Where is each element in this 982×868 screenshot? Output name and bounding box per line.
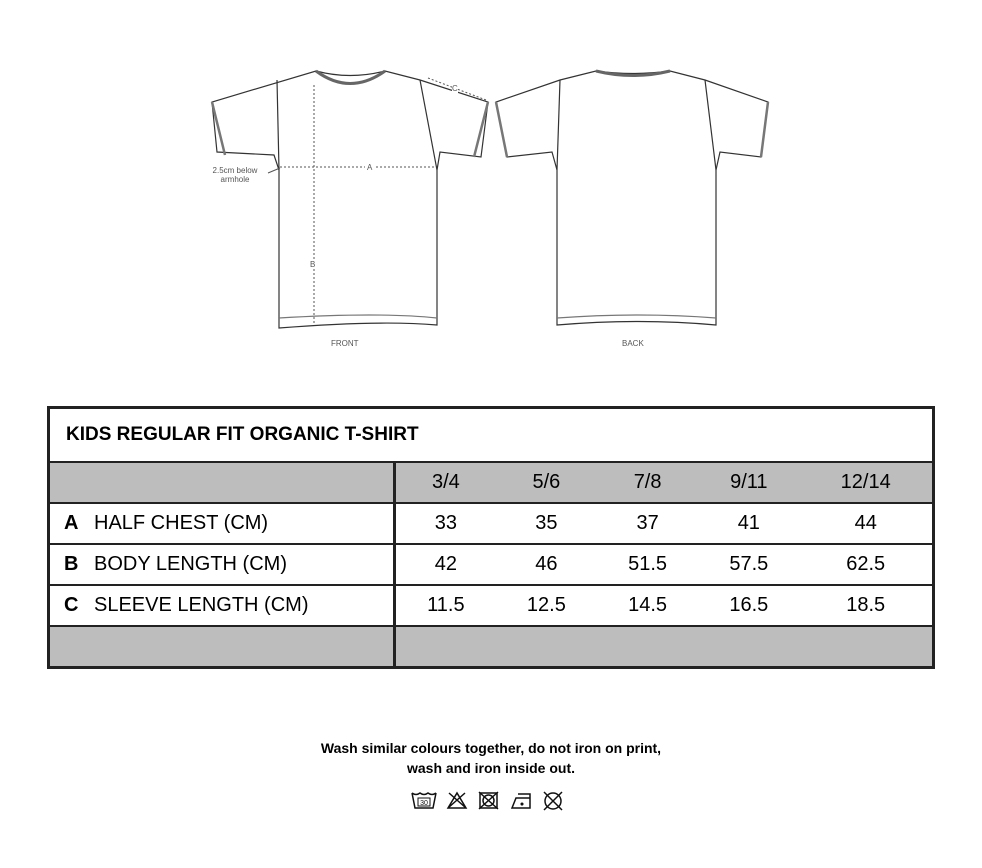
do-not-tumble-dry-icon: [478, 791, 499, 810]
marker-a: A: [365, 163, 375, 172]
measurement-lines: [267, 77, 487, 323]
back-shirt: [494, 69, 770, 326]
cell: 11.5: [394, 584, 496, 627]
tshirt-diagram: [210, 69, 770, 329]
cell: 16.5: [698, 584, 800, 627]
cell: 41: [698, 502, 800, 545]
marker-b: B: [310, 260, 316, 269]
care-instructions: Wash similar colours together, do not ir…: [0, 738, 982, 778]
row-letter: A: [64, 512, 79, 534]
care-line-1: Wash similar colours together, do not ir…: [320, 740, 662, 756]
cell: 14.5: [596, 584, 699, 627]
cell: 44: [799, 502, 934, 545]
size-header: 9/11: [698, 461, 800, 504]
cell: 35: [495, 502, 597, 545]
size-header: 3/4: [394, 461, 496, 504]
cell: 57.5: [698, 543, 800, 586]
size-header: 5/6: [495, 461, 597, 504]
row-label: HALF CHEST (CM): [94, 512, 269, 534]
front-shirt: [210, 69, 490, 329]
row-letter: B: [64, 553, 79, 575]
row-label: BODY LENGTH (CM): [94, 553, 287, 575]
cell: 33: [394, 502, 496, 545]
table-row: C SLEEVE LENGTH (CM) 11.5 12.5 14.5 16.5 …: [47, 584, 934, 627]
table-row: B BODY LENGTH (CM) 42 46 51.5 57.5 62.5: [47, 543, 934, 586]
armhole-note: 2.5cm below armhole: [212, 166, 258, 184]
size-header: 12/14: [799, 461, 936, 504]
table-title: KIDS REGULAR FIT ORGANIC T-SHIRT: [47, 406, 935, 463]
size-chart-table: KIDS REGULAR FIT ORGANIC T-SHIRT 3/4 5/6…: [47, 406, 936, 669]
marker-c: C: [452, 84, 458, 93]
do-not-dry-clean-icon: [543, 791, 563, 811]
cell: 12.5: [495, 584, 597, 627]
care-line-2: wash and iron inside out.: [406, 760, 575, 776]
cell: 37: [596, 502, 699, 545]
table-row: A HALF CHEST (CM) 33 35 37 41 44: [47, 502, 934, 545]
care-icons: 30: [411, 791, 563, 811]
cell: 18.5: [799, 584, 934, 627]
cell: 62.5: [799, 543, 934, 586]
size-header-row: 3/4 5/6 7/8 9/11 12/14: [47, 461, 936, 504]
row-label: SLEEVE LENGTH (CM): [94, 594, 309, 616]
back-label: BACK: [622, 339, 644, 348]
row-letter: C: [64, 594, 79, 616]
cell: 46: [495, 543, 597, 586]
svg-text:30: 30: [420, 800, 428, 807]
cell: 42: [394, 543, 496, 586]
wash-30-icon: 30: [411, 792, 437, 809]
iron-low-icon: [510, 793, 531, 809]
size-header: 7/8: [596, 461, 699, 504]
do-not-bleach-icon: [446, 791, 468, 809]
cell: 51.5: [596, 543, 699, 586]
front-label: FRONT: [331, 339, 359, 348]
footer-row: [47, 625, 935, 669]
